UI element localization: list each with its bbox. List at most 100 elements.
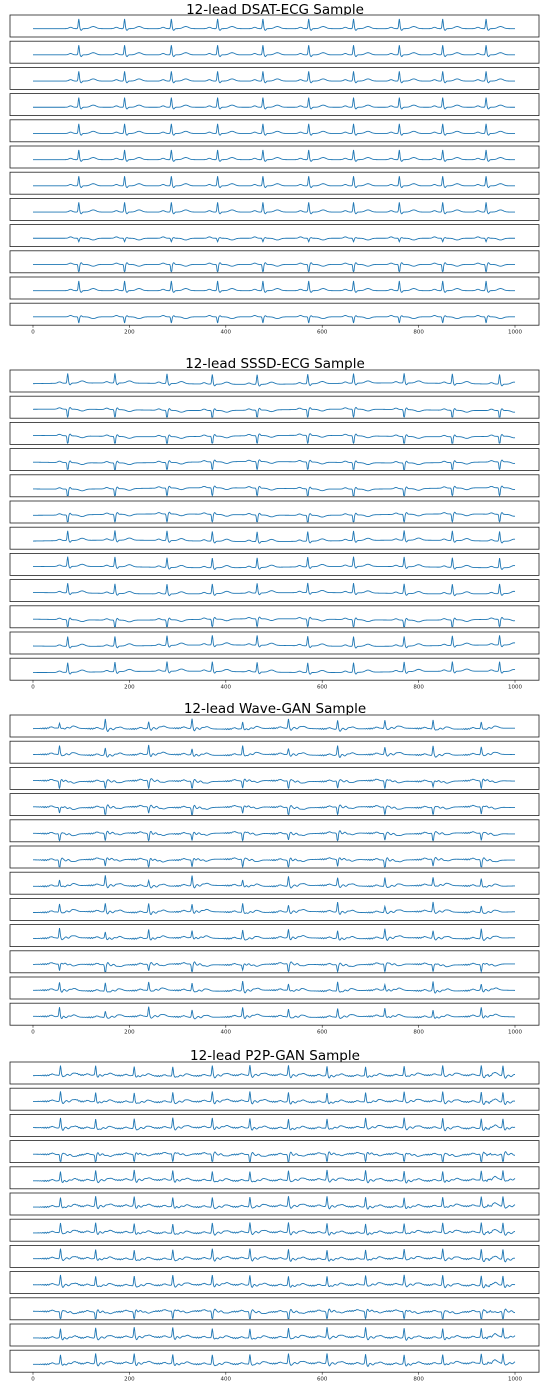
- lead-frame: [9, 145, 540, 169]
- lead-frame: [9, 93, 540, 116]
- ecg-trace: [33, 1006, 516, 1020]
- lead-panel-5: [9, 474, 540, 498]
- lead-panel-5: [9, 119, 540, 143]
- ecg-trace: [32, 804, 515, 816]
- ecg-trace: [33, 511, 516, 524]
- lead-panel-3: [9, 1114, 540, 1137]
- x-tick-label: 400: [221, 685, 232, 691]
- lead-frame: [9, 171, 540, 195]
- lead-panel-2: [9, 1087, 540, 1111]
- chart-title: 12-lead Wave-GAN Sample: [184, 701, 366, 717]
- lead-panel-11: [9, 276, 540, 300]
- ecg-trace: [33, 1353, 516, 1367]
- lead-frame: [9, 657, 540, 681]
- x-tick-label: 400: [221, 1377, 232, 1383]
- lead-frame: [9, 1323, 540, 1347]
- ecg-trace: [33, 778, 516, 790]
- lead-panel-3: [9, 67, 540, 90]
- lead-frame: [9, 1166, 540, 1190]
- lead-frame: [9, 500, 540, 524]
- x-tick-label: 0: [31, 1030, 35, 1036]
- lead-frame: [9, 950, 540, 974]
- x-tick-label: 1000: [508, 330, 522, 336]
- lead-frame: [9, 276, 540, 300]
- chart-2: 12-lead SSSD-ECG Sample 0 200 400 600 800 1000: [9, 356, 540, 691]
- lead-frame: [9, 1002, 540, 1026]
- lead-panel-5: [9, 819, 540, 843]
- ecg-trace: [33, 1196, 516, 1210]
- ecg-trace: [32, 459, 516, 471]
- ecg-trace: [32, 530, 516, 544]
- lead-frame: [9, 1192, 540, 1216]
- x-tick-label: 800: [413, 685, 424, 691]
- lead-panel-11: [9, 976, 540, 1000]
- ecg-trace: [33, 176, 515, 189]
- lead-frame: [9, 924, 540, 947]
- lead-frame: [9, 1140, 540, 1163]
- lead-panel-12: 0 200 400 600 800 1000: [9, 1002, 540, 1036]
- lead-panel-12: 0 200 400 600 800 1000: [9, 657, 540, 691]
- lead-frame: [9, 553, 540, 576]
- lead-panel-6: [9, 500, 540, 524]
- x-tick-label: 0: [31, 1377, 35, 1383]
- lead-panel-8: [9, 553, 540, 576]
- x-tick-label: 800: [413, 1030, 424, 1036]
- ecg-trace: [33, 635, 516, 649]
- x-tick-label: 200: [124, 1030, 135, 1036]
- ecg-trace: [32, 718, 515, 733]
- lead-panel-8: [9, 898, 540, 921]
- lead-frame: [9, 421, 540, 445]
- ecg-trace: [33, 202, 515, 215]
- ecg-trace: [32, 830, 515, 842]
- ecg-trace: [32, 1222, 516, 1236]
- ecg-trace: [32, 875, 516, 889]
- ecg-trace: [33, 1274, 516, 1289]
- lead-frame: [9, 898, 540, 921]
- ecg-trace: [32, 744, 516, 758]
- lead-panel-10: [9, 1297, 540, 1321]
- x-tick-label: 200: [124, 1377, 135, 1383]
- chart-3: 12-lead Wave-GAN Sample 0 200 400 600 800 1000: [9, 701, 540, 1036]
- x-tick-label: 1000: [508, 1377, 522, 1383]
- ecg-trace: [32, 981, 516, 994]
- lead-panel-6: [9, 1192, 540, 1216]
- ecg-trace: [33, 18, 515, 31]
- lead-panel-12: 0 200 400 600 800 1000: [9, 302, 540, 336]
- ecg-trace: [33, 1248, 516, 1263]
- x-tick-label: 1000: [508, 685, 522, 691]
- chart-title: 12-lead P2P-GAN Sample: [190, 1048, 360, 1064]
- lead-frame: [9, 1061, 540, 1085]
- lead-panel-9: [9, 1271, 540, 1294]
- lead-frame: [9, 793, 540, 816]
- lead-panel-9: [9, 224, 540, 248]
- x-tick-label: 800: [413, 330, 424, 336]
- ecg-trace: [33, 123, 515, 136]
- ecg-trace: [33, 1091, 516, 1106]
- ecg-trace: [32, 485, 516, 497]
- x-tick-label: 600: [317, 330, 328, 336]
- lead-frame: [9, 579, 540, 602]
- lead-panel-1: [9, 14, 540, 38]
- lead-frame: [9, 1271, 540, 1294]
- lead-frame: [9, 448, 540, 472]
- lead-frame: [9, 526, 540, 550]
- ecg-trace: [33, 71, 515, 84]
- x-tick-label: 400: [221, 330, 232, 336]
- ecg-trace: [32, 961, 515, 974]
- ecg-trace: [33, 582, 516, 597]
- lead-frame: [9, 1245, 540, 1268]
- lead-panel-1: [9, 369, 540, 393]
- chart-title: 12-lead DSAT-ECG Sample: [186, 2, 364, 18]
- lead-panel-7: [9, 526, 540, 550]
- chart-title: 12-lead SSSD-ECG Sample: [185, 356, 365, 372]
- ecg-trace: [33, 1117, 516, 1132]
- lead-panel-7: [9, 1218, 540, 1242]
- lead-panel-3: [9, 421, 540, 445]
- lead-panel-10: [9, 605, 540, 629]
- lead-panel-3: [9, 767, 540, 790]
- ecg-trace: [33, 661, 516, 675]
- lead-frame: [9, 740, 540, 764]
- lead-panel-2: [9, 40, 540, 64]
- ecg-trace: [32, 927, 515, 941]
- lead-frame: [9, 14, 540, 38]
